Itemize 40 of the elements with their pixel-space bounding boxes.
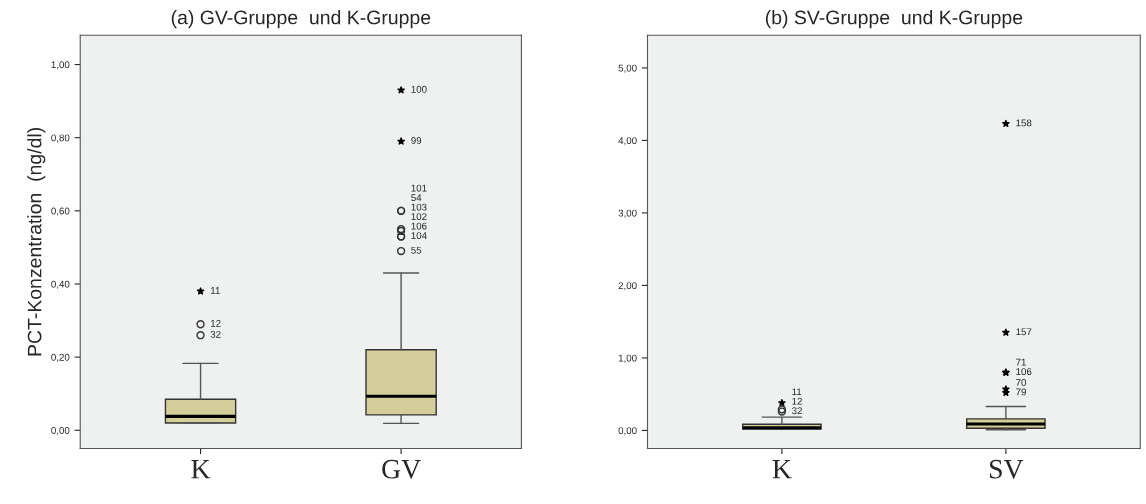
y-tick-label: 1,00 bbox=[51, 61, 70, 70]
annotation: 104 bbox=[411, 232, 427, 240]
x-tick-label: K bbox=[191, 460, 211, 479]
y-tick-label: 0,60 bbox=[51, 207, 70, 216]
annotation: 11 bbox=[792, 388, 802, 396]
x-tick-label: GV bbox=[382, 459, 421, 479]
y-tick-label: 0,00 bbox=[51, 427, 70, 436]
y-axis-title: PCT-Konzentration (ng/dl) bbox=[27, 128, 46, 356]
annotation: 12 bbox=[792, 397, 802, 405]
y-tick-label: 2,00 bbox=[618, 282, 637, 291]
y-tick-label: 4,00 bbox=[618, 137, 637, 146]
annotation: 54 bbox=[411, 194, 422, 202]
annotation: 102 bbox=[411, 213, 427, 221]
chart-title: (b) SV-Gruppe und K-Gruppe bbox=[765, 10, 1023, 29]
annotation: 71 bbox=[1016, 358, 1026, 366]
annotation: 99 bbox=[411, 137, 422, 144]
x-tick-label: SV bbox=[989, 459, 1024, 479]
annotation: 101 bbox=[411, 184, 427, 192]
y-tick-label: 0,40 bbox=[51, 280, 70, 289]
annotation: 100 bbox=[411, 85, 427, 93]
annotation: 79 bbox=[1016, 388, 1026, 396]
annotation: 106 bbox=[411, 222, 427, 230]
annotation: 11 bbox=[211, 287, 220, 294]
x-tick-label: K bbox=[772, 460, 792, 479]
y-tick-label: 1,00 bbox=[618, 354, 637, 363]
y-tick-label: 0,00 bbox=[618, 427, 637, 436]
annotation: 12 bbox=[211, 319, 221, 327]
y-tick-label: 0,80 bbox=[51, 134, 70, 143]
annotation: 32 bbox=[210, 330, 221, 338]
annotation: 157 bbox=[1016, 328, 1032, 336]
annotation: 103 bbox=[411, 203, 427, 211]
y-tick-label: 3,00 bbox=[618, 209, 637, 218]
annotation: 32 bbox=[791, 407, 802, 415]
annotation: 106 bbox=[1016, 368, 1032, 376]
annotation: 158 bbox=[1016, 119, 1032, 127]
chart-title: (a) GV-Gruppe und K-Gruppe bbox=[171, 10, 431, 29]
annotation: 55 bbox=[411, 246, 422, 254]
y-tick-label: 0,20 bbox=[51, 353, 70, 362]
y-tick-label: 5,00 bbox=[618, 64, 637, 73]
annotation: 70 bbox=[1016, 378, 1027, 386]
